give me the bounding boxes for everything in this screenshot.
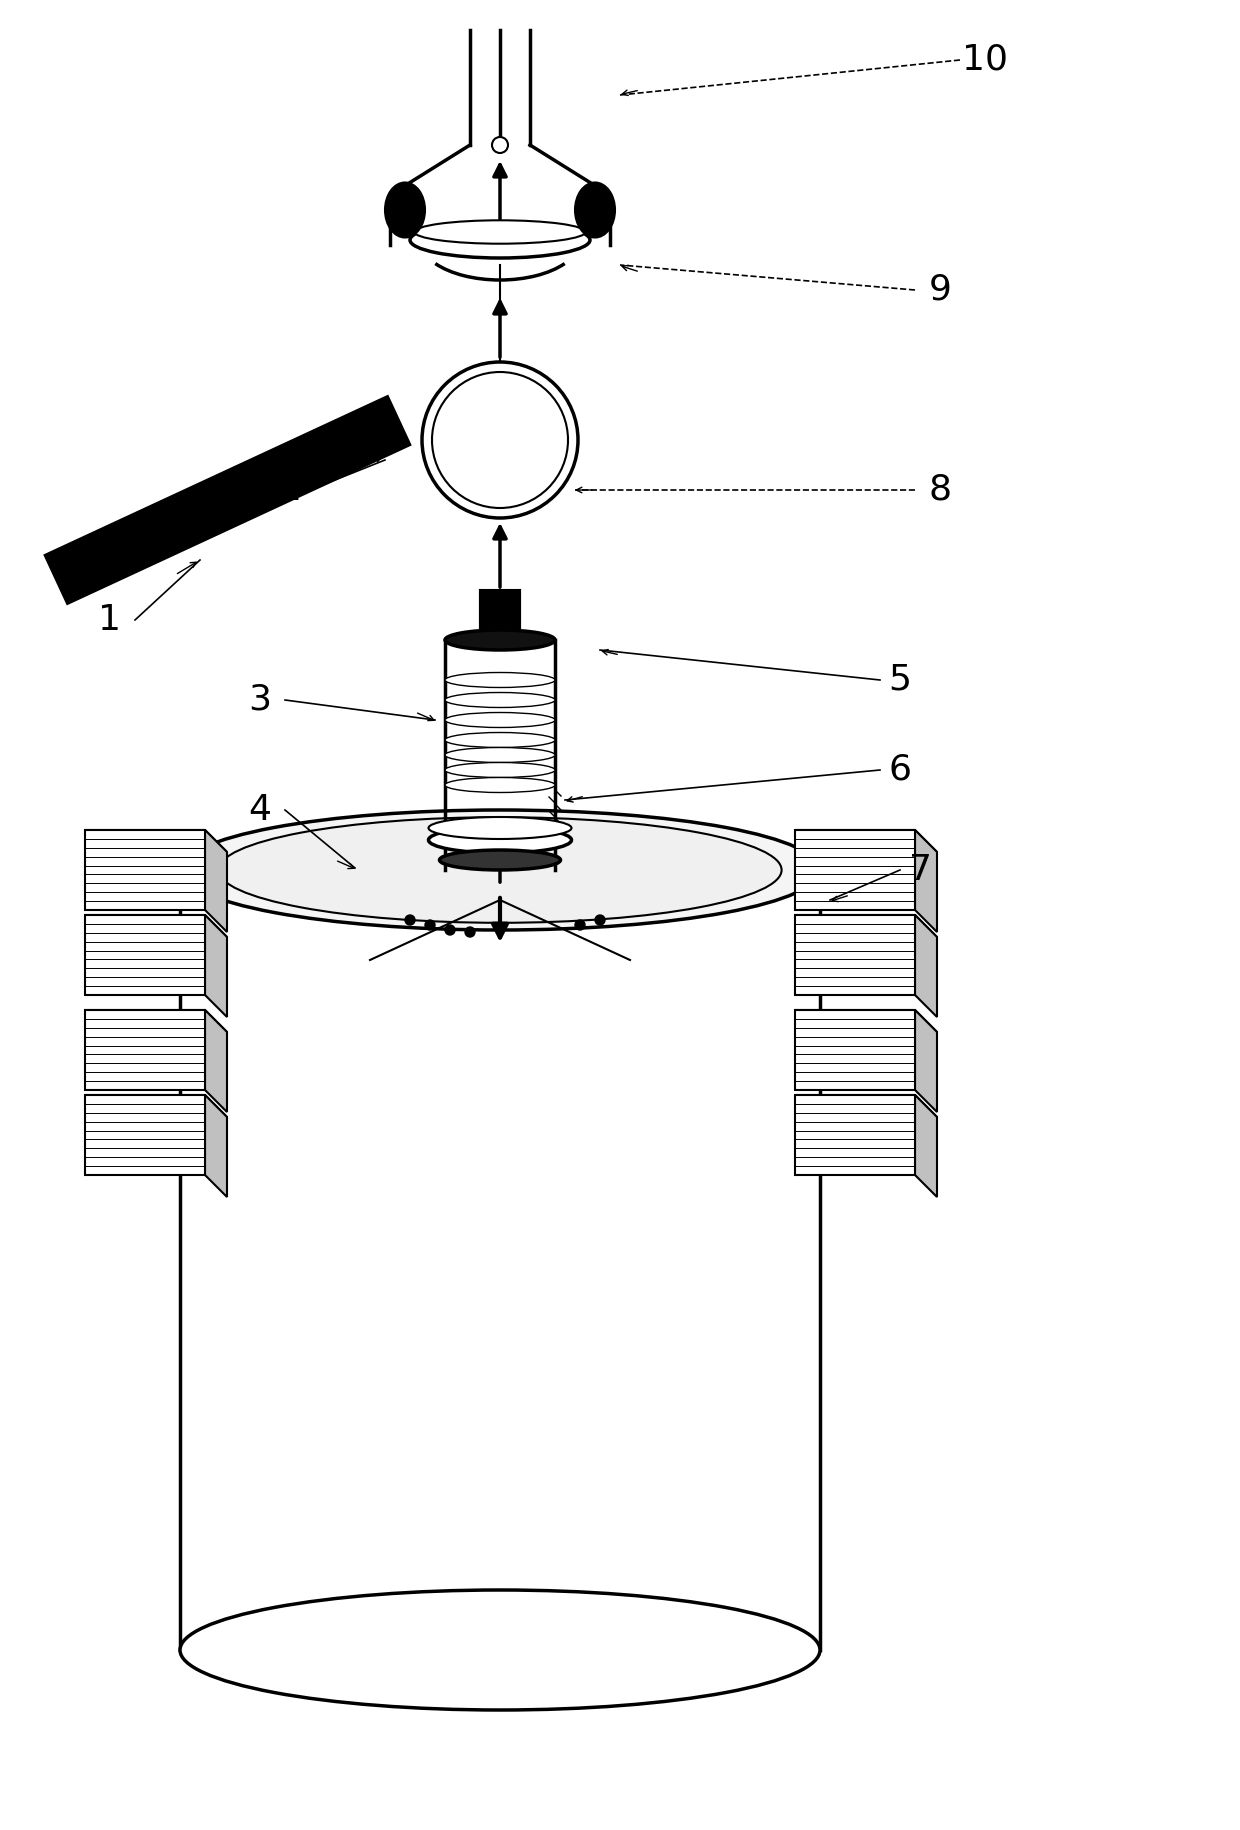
Bar bbox=[795, 1010, 915, 1091]
Ellipse shape bbox=[384, 183, 425, 238]
Bar bbox=[795, 831, 915, 910]
Text: 5: 5 bbox=[889, 662, 911, 697]
Polygon shape bbox=[915, 1010, 937, 1113]
Circle shape bbox=[432, 371, 568, 509]
Circle shape bbox=[492, 137, 508, 154]
Text: 4: 4 bbox=[248, 792, 272, 827]
Polygon shape bbox=[86, 1094, 227, 1116]
Text: 1: 1 bbox=[98, 604, 122, 637]
Polygon shape bbox=[86, 1010, 227, 1032]
Circle shape bbox=[465, 928, 475, 937]
Ellipse shape bbox=[445, 712, 556, 728]
Ellipse shape bbox=[445, 672, 556, 688]
Text: 7: 7 bbox=[909, 853, 931, 888]
Ellipse shape bbox=[429, 827, 572, 853]
Bar bbox=[86, 915, 205, 996]
Ellipse shape bbox=[445, 732, 556, 747]
Polygon shape bbox=[795, 915, 937, 937]
Circle shape bbox=[425, 920, 435, 930]
Ellipse shape bbox=[180, 1590, 820, 1709]
Text: 8: 8 bbox=[929, 472, 951, 507]
Ellipse shape bbox=[429, 816, 572, 838]
Circle shape bbox=[445, 924, 455, 935]
Ellipse shape bbox=[439, 849, 560, 869]
Ellipse shape bbox=[445, 778, 556, 792]
Polygon shape bbox=[795, 831, 937, 853]
Text: 3: 3 bbox=[248, 683, 272, 717]
Polygon shape bbox=[915, 831, 937, 931]
Text: 9: 9 bbox=[929, 273, 951, 307]
Polygon shape bbox=[795, 1010, 937, 1032]
Polygon shape bbox=[86, 831, 227, 853]
Polygon shape bbox=[205, 915, 227, 1017]
Bar bbox=[86, 1094, 205, 1175]
Text: 6: 6 bbox=[889, 752, 911, 787]
Circle shape bbox=[575, 920, 585, 930]
Ellipse shape bbox=[445, 747, 556, 763]
Ellipse shape bbox=[445, 630, 556, 650]
Polygon shape bbox=[205, 831, 227, 931]
Polygon shape bbox=[915, 915, 937, 1017]
Polygon shape bbox=[795, 1094, 937, 1116]
Ellipse shape bbox=[410, 221, 590, 258]
Ellipse shape bbox=[218, 818, 781, 922]
Polygon shape bbox=[86, 915, 227, 937]
Bar bbox=[86, 831, 205, 910]
Text: 2: 2 bbox=[279, 472, 301, 507]
Circle shape bbox=[405, 915, 415, 924]
Ellipse shape bbox=[445, 763, 556, 778]
Bar bbox=[795, 1094, 915, 1175]
Ellipse shape bbox=[575, 183, 615, 238]
Ellipse shape bbox=[414, 220, 585, 243]
Bar bbox=[480, 589, 520, 640]
Polygon shape bbox=[43, 395, 412, 606]
Polygon shape bbox=[915, 1094, 937, 1197]
Polygon shape bbox=[205, 1094, 227, 1197]
Ellipse shape bbox=[445, 692, 556, 708]
Ellipse shape bbox=[180, 811, 820, 930]
Polygon shape bbox=[205, 1010, 227, 1113]
Bar bbox=[795, 915, 915, 996]
Circle shape bbox=[595, 915, 605, 924]
Bar bbox=[86, 1010, 205, 1091]
Text: 10: 10 bbox=[962, 42, 1008, 77]
Circle shape bbox=[422, 362, 578, 518]
